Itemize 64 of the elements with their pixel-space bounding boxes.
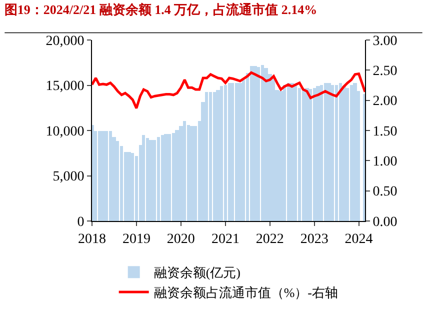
x-tick-label: 2024 — [344, 232, 373, 247]
bar — [324, 83, 327, 221]
bar — [209, 92, 212, 221]
bar — [287, 83, 290, 221]
x-tick-label: 2022 — [256, 232, 284, 247]
y-tick-label: 20,000 — [46, 34, 84, 49]
x-tick-label: 2021 — [211, 232, 240, 247]
bar — [205, 92, 208, 221]
bar — [153, 140, 156, 221]
y2-tick-label: 3.00 — [372, 34, 398, 49]
y-tick-label: 10,000 — [46, 124, 84, 140]
bar — [235, 83, 238, 221]
bar — [346, 88, 349, 221]
y-tick-label: 5,000 — [52, 170, 84, 185]
line-series — [92, 71, 365, 110]
bar — [92, 125, 94, 221]
bar — [283, 85, 286, 221]
y-tick-label: 0 — [77, 214, 84, 230]
bar — [331, 85, 334, 221]
bar — [168, 134, 171, 221]
bar — [257, 67, 260, 221]
x-tick-label: 2018 — [78, 232, 106, 247]
bar — [339, 83, 342, 221]
bar — [161, 135, 164, 221]
bar — [98, 131, 101, 221]
bar — [228, 83, 231, 221]
bar — [298, 88, 301, 221]
bar — [220, 86, 223, 221]
y2-tick-label: 2.50 — [372, 64, 398, 80]
bar — [335, 85, 338, 221]
bar — [187, 125, 190, 221]
y2-tick-label: 1.50 — [372, 124, 398, 140]
bar — [350, 85, 353, 221]
bar — [224, 85, 227, 221]
bar — [309, 89, 312, 221]
x-tick-label: 2019 — [122, 232, 150, 247]
bar — [183, 121, 186, 221]
bar — [231, 83, 234, 221]
bar — [213, 92, 216, 221]
bar — [294, 85, 297, 221]
bar — [172, 133, 175, 221]
y2-tick-label: 0.50 — [372, 184, 398, 200]
bar — [363, 94, 365, 221]
bar — [116, 141, 119, 221]
y2-tick-label: 0.00 — [372, 214, 398, 230]
chart-title: 图19：2024/2/21 融资余额 1.4 万亿，占流通市值 2.14% — [4, 2, 318, 18]
y2-tick-label: 1.00 — [372, 154, 398, 170]
bar — [142, 135, 145, 221]
bar — [302, 90, 305, 221]
legend-label: 融资余额占流通市值（%）-右轴 — [154, 285, 338, 300]
bar — [157, 137, 160, 221]
bar — [320, 85, 323, 221]
bar — [261, 65, 264, 221]
x-tick-label: 2020 — [166, 232, 195, 247]
bar — [109, 131, 112, 221]
y2-tick-label: 2.00 — [372, 94, 398, 110]
legend-label: 融资余额(亿元) — [154, 265, 241, 280]
bar — [146, 138, 149, 221]
bar — [131, 153, 134, 221]
bar — [313, 88, 316, 221]
x-tick-label: 2023 — [300, 232, 328, 247]
bar — [250, 66, 253, 221]
bar — [105, 131, 108, 221]
y-tick-label: 15,000 — [46, 79, 84, 94]
